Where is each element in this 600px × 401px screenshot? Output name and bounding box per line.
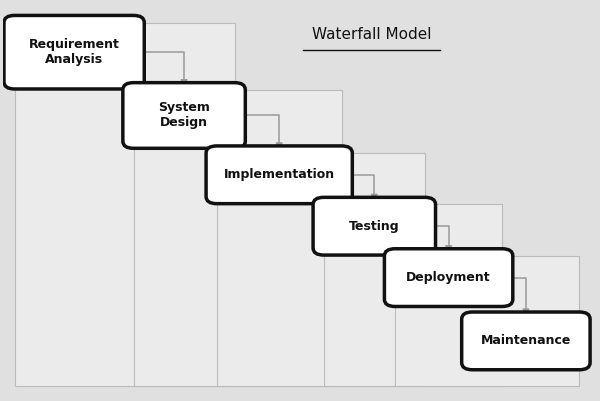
FancyBboxPatch shape	[134, 90, 341, 386]
FancyBboxPatch shape	[461, 312, 590, 370]
Text: System
Design: System Design	[158, 101, 210, 130]
FancyBboxPatch shape	[206, 146, 352, 204]
Text: Requirement
Analysis: Requirement Analysis	[29, 38, 119, 66]
Text: Waterfall Model: Waterfall Model	[311, 27, 431, 42]
FancyBboxPatch shape	[4, 15, 144, 89]
FancyBboxPatch shape	[324, 205, 502, 386]
Text: Testing: Testing	[349, 220, 400, 233]
FancyBboxPatch shape	[385, 249, 513, 306]
Text: Implementation: Implementation	[224, 168, 335, 181]
FancyBboxPatch shape	[217, 153, 425, 386]
Text: Deployment: Deployment	[406, 271, 491, 284]
FancyBboxPatch shape	[123, 83, 245, 148]
FancyBboxPatch shape	[313, 197, 436, 255]
FancyBboxPatch shape	[395, 256, 580, 386]
Text: Maintenance: Maintenance	[481, 334, 571, 347]
FancyBboxPatch shape	[14, 22, 235, 386]
